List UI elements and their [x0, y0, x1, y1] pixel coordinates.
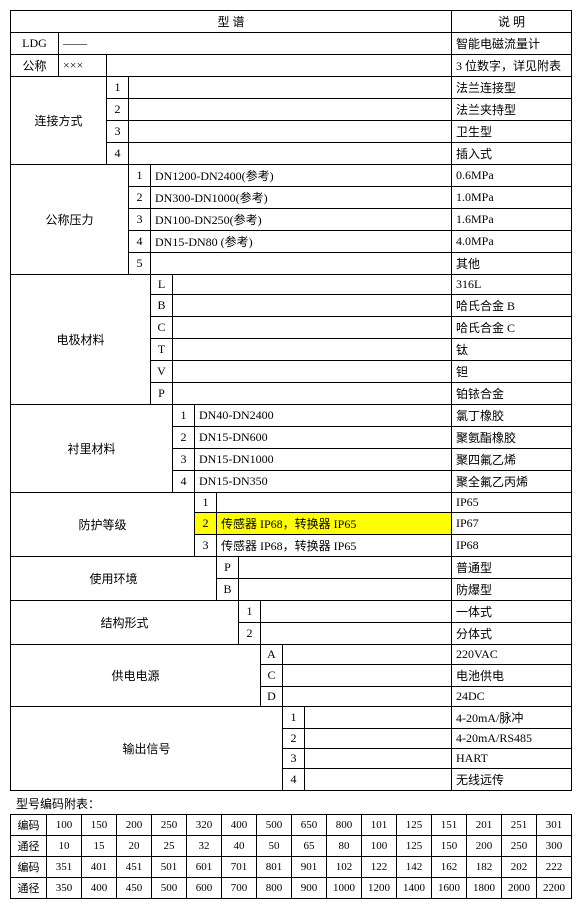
ldg-code: LDG: [11, 33, 59, 55]
liner-label: 衬里材料: [11, 405, 173, 493]
appendix-row-dia2: 通径 3504004505006007008009001000120014001…: [11, 878, 572, 899]
power-label: 供电电源: [11, 645, 261, 707]
output-label: 输出信号: [11, 707, 283, 791]
spec-table: 型 谱 说 明 LDG —— 智能电磁流量计 公称 ××× 3 位数字，详见附表…: [10, 10, 572, 791]
conn-label: 连接方式: [11, 77, 107, 165]
ldg-dash: ——: [59, 33, 452, 55]
nominal-label: 公称: [11, 55, 59, 77]
pressure-label: 公称压力: [11, 165, 129, 275]
conn-d0: 法兰连接型: [452, 77, 572, 99]
appendix-row-code2: 编码 3514014515016017018019011021221421621…: [11, 857, 572, 878]
header-desc: 说 明: [452, 11, 572, 33]
appendix-row-dia1: 通径 101520253240506580100125150200250300: [11, 836, 572, 857]
header-spectrum: 型 谱: [11, 11, 452, 33]
nominal-desc: 3 位数字，详见附表: [452, 55, 572, 77]
ldg-desc: 智能电磁流量计: [452, 33, 572, 55]
electrode-label: 电极材料: [11, 275, 151, 405]
protect-label: 防护等级: [11, 493, 195, 557]
env-label: 使用环境: [11, 557, 217, 601]
struct-label: 结构形式: [11, 601, 239, 645]
appendix-table: 编码 1001502002503204005006508001011251512…: [10, 814, 572, 899]
appendix-row-code1: 编码 1001502002503204005006508001011251512…: [11, 815, 572, 836]
nominal-val: ×××: [59, 55, 107, 77]
conn-n0: 1: [107, 77, 129, 99]
appendix-title: 型号编码附表：: [16, 795, 572, 812]
